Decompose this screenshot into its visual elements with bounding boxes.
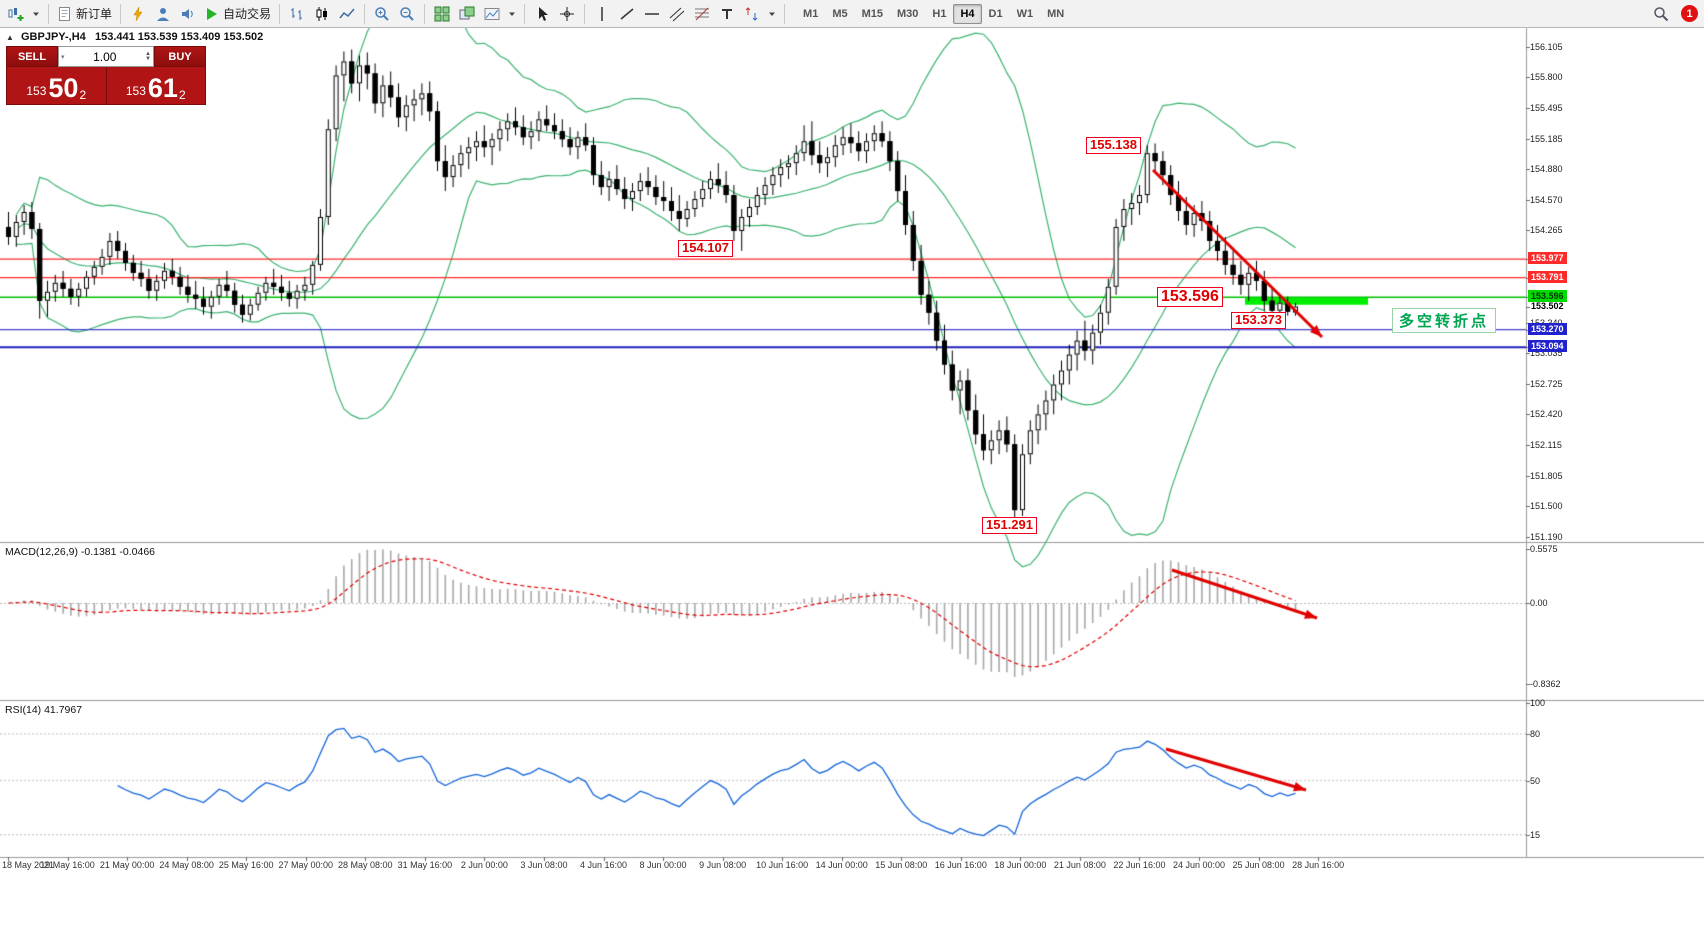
new-order-label: 新订单	[76, 7, 113, 21]
new-order-icon	[57, 6, 73, 22]
chevron-down-icon	[33, 12, 39, 16]
indicators-dropdown[interactable]	[505, 3, 519, 25]
toolbar-separator	[584, 3, 586, 24]
timeframe-group: M1 M5 M15 M30 H1 H4 D1 W1 MN	[796, 3, 1071, 24]
toolbar-separator	[48, 3, 49, 24]
ohlc-values: 153.441 153.539 153.409 153.502	[94, 31, 264, 43]
channel-tool[interactable]	[665, 3, 689, 25]
new-chart-dropdown[interactable]	[29, 3, 43, 25]
text-icon	[722, 8, 733, 19]
vertical-line-icon	[601, 6, 603, 21]
fibonacci-tool[interactable]	[690, 3, 714, 25]
quick-trade-button[interactable]	[126, 3, 150, 25]
fibonacci-icon	[695, 7, 710, 20]
timeframe-h1[interactable]: H1	[925, 4, 953, 24]
play-icon	[204, 6, 220, 22]
timeframe-h4[interactable]: H4	[953, 3, 982, 24]
volume-dropdown-icon[interactable]: ▾	[61, 53, 65, 61]
buy-price[interactable]: 153 61 2	[125, 73, 186, 103]
zoom-in-button[interactable]	[370, 3, 394, 25]
trade-panel-toggle[interactable]: ▲	[6, 33, 14, 42]
person-icon	[157, 7, 170, 21]
toolbar-separator	[784, 3, 786, 24]
vertical-line-tool[interactable]	[590, 3, 614, 25]
candlestick-chart-button[interactable]	[310, 3, 334, 25]
arrows-tool[interactable]	[740, 3, 764, 25]
main-toolbar: 新订单 自动交易 M1 M5 M15 M30 H1 H4	[0, 0, 1704, 28]
timeframe-w1[interactable]: W1	[1010, 4, 1041, 24]
buy-button[interactable]: BUY	[154, 46, 206, 67]
lightning-icon	[133, 6, 143, 21]
timeframe-m1[interactable]: M1	[796, 4, 825, 24]
search-button[interactable]	[1649, 3, 1673, 25]
toolbar-separator	[524, 3, 526, 24]
timeframe-d1[interactable]: D1	[982, 4, 1010, 24]
symbol-label: GBPJPY-,H4	[20, 31, 86, 43]
volume-down-icon: ▼	[145, 55, 151, 62]
toolbar-separator	[120, 3, 122, 24]
new-chart-icon	[8, 7, 24, 21]
tile-windows-button[interactable]	[430, 3, 454, 25]
volume-up-icon: ▲	[145, 50, 151, 57]
crosshair-button[interactable]	[555, 3, 579, 25]
cascade-windows-button[interactable]	[455, 3, 479, 25]
new-chart-button[interactable]	[4, 3, 28, 25]
bar-chart-button[interactable]	[285, 3, 309, 25]
timeframe-m15[interactable]: M15	[855, 4, 890, 24]
chevron-down-icon	[769, 12, 776, 16]
zoom-out-icon	[400, 6, 414, 21]
cursor-icon	[539, 6, 549, 21]
ohlc-bars-icon	[291, 7, 303, 20]
arrows-icon	[745, 6, 758, 21]
horizontal-line-icon	[645, 12, 660, 15]
toolbar-separator	[364, 3, 366, 24]
volume-box: ▾ ▲▼	[58, 46, 154, 67]
symbol-ohlc-line: ▲ GBPJPY-,H4 153.441 153.539 153.409 153…	[6, 31, 263, 43]
toolbar-separator	[424, 3, 426, 24]
timeframe-m5[interactable]: M5	[825, 4, 854, 24]
chart-shift-button[interactable]	[480, 3, 504, 25]
crosshair-icon	[560, 6, 575, 21]
volume-input[interactable]	[64, 48, 146, 65]
speaker-icon	[182, 8, 193, 19]
timeframe-m30[interactable]: M30	[890, 4, 925, 24]
tile-windows-icon	[434, 6, 450, 21]
shapes-dropdown[interactable]	[765, 3, 779, 25]
chevron-down-icon	[509, 12, 516, 16]
cascade-windows-icon	[459, 6, 475, 19]
zoom-in-icon	[375, 6, 389, 21]
timeframe-mn[interactable]: MN	[1040, 4, 1071, 24]
horizontal-line-tool[interactable]	[640, 3, 664, 25]
toolbar-separator	[279, 3, 281, 24]
auto-trading-button[interactable]: 自动交易	[201, 3, 274, 25]
sell-price[interactable]: 153 50 2	[7, 67, 107, 104]
line-chart-button[interactable]	[335, 3, 359, 25]
chart-image-icon	[484, 7, 500, 20]
zoom-out-button[interactable]	[395, 3, 419, 25]
volume-stepper[interactable]: ▲ ▼	[145, 50, 151, 62]
sell-button[interactable]: SELL	[6, 46, 58, 67]
candlestick-icon	[316, 6, 328, 21]
channel-icon	[669, 7, 685, 21]
line-chart-icon	[339, 8, 355, 18]
notification-badge[interactable]: 1	[1681, 5, 1698, 22]
auto-trading-label: 自动交易	[223, 7, 272, 21]
news-button[interactable]	[176, 3, 200, 25]
search-icon	[1654, 6, 1669, 21]
trendline-tool[interactable]	[615, 3, 639, 25]
text-tool[interactable]	[715, 3, 739, 25]
toolbar-right: 1	[1649, 3, 1700, 25]
trendline-icon	[620, 7, 634, 20]
cursor-button[interactable]	[530, 3, 554, 25]
new-order-button[interactable]: 新订单	[54, 3, 115, 25]
profile-button[interactable]	[151, 3, 175, 25]
